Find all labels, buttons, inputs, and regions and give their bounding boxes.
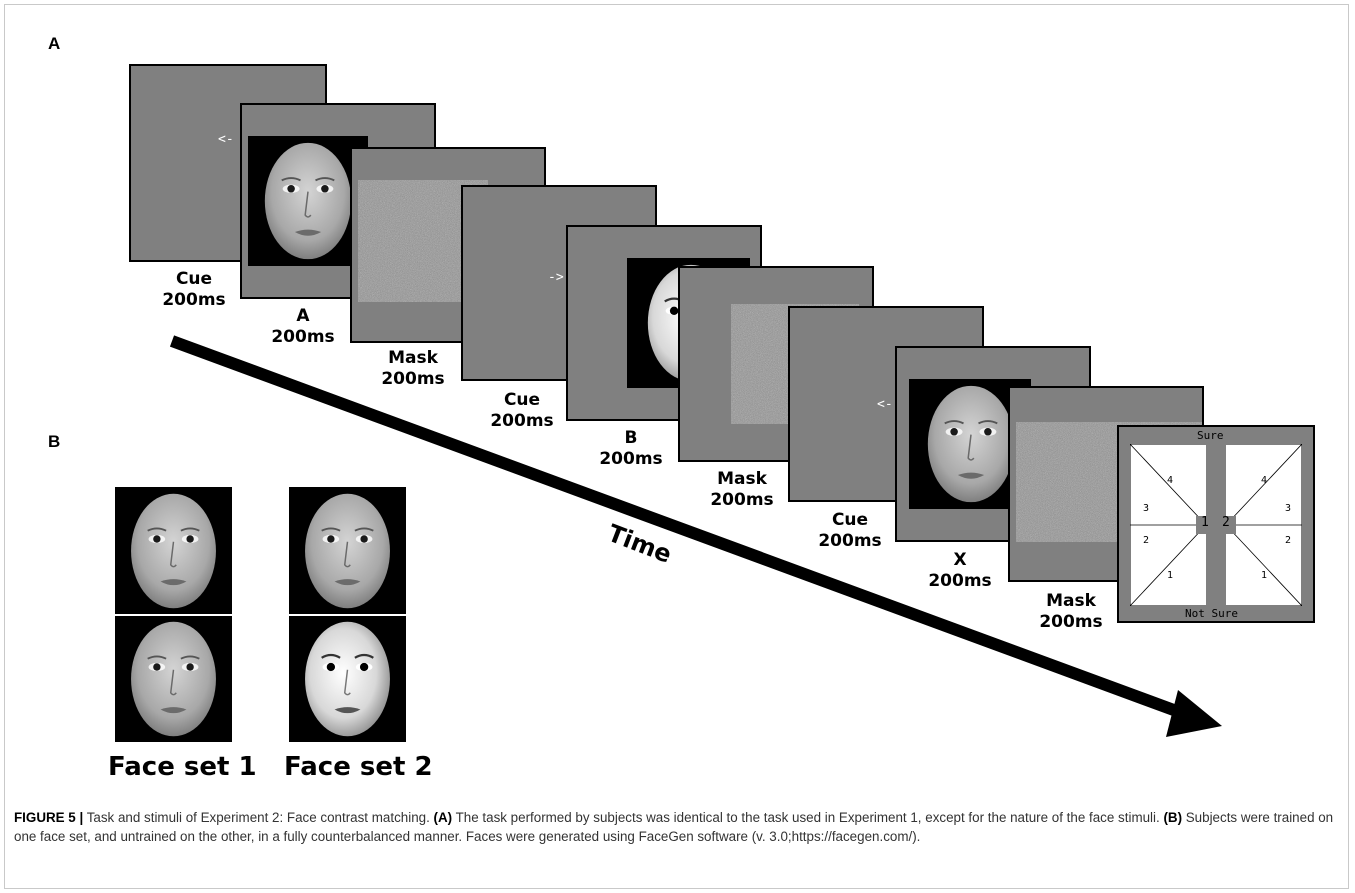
face-set-1-title: Face set 1 — [108, 752, 257, 782]
figure-number: FIGURE 5 | — [14, 810, 84, 825]
face-a-image — [248, 136, 368, 266]
level-1-right: 1 — [1261, 570, 1268, 581]
level-3-left: 3 — [1143, 503, 1150, 514]
face-set-1-top — [115, 487, 232, 614]
response-screen: Sure Not Sure 1 2 4 3 2 1 4 3 2 1 — [1117, 425, 1315, 623]
caption-b-label: (B) — [1163, 810, 1183, 825]
step-label-mask-3: Mask 200ms — [1039, 591, 1103, 632]
sure-label: Sure — [1197, 429, 1224, 442]
step-label-mask-2: Mask 200ms — [710, 469, 774, 510]
panel-a-label: A — [48, 34, 61, 53]
face-set-2-bottom — [289, 616, 406, 742]
level-4-left: 4 — [1167, 475, 1174, 486]
confidence-grid — [1130, 444, 1302, 606]
panel-b-label: B — [48, 432, 61, 451]
choice-2-label: 2 — [1222, 515, 1230, 530]
face-set-2-title: Face set 2 — [284, 752, 433, 782]
left-arrow-cue: <- — [218, 132, 234, 147]
right-arrow-cue: -> — [548, 270, 564, 285]
level-3-right: 3 — [1285, 503, 1292, 514]
step-label-cue-1: Cue 200ms — [162, 269, 226, 310]
caption-text-2: The task performed by subjects was ident… — [452, 810, 1164, 825]
level-2-right: 2 — [1285, 535, 1292, 546]
left-arrow-cue: <- — [877, 397, 893, 412]
step-label-face-b: B 200ms — [599, 428, 663, 469]
step-label-cue-3: Cue 200ms — [818, 510, 882, 551]
step-label-face-a: A 200ms — [271, 306, 335, 347]
step-label-mask-1: Mask 200ms — [381, 348, 445, 389]
caption-text-1: Task and stimuli of Experiment 2: Face c… — [83, 810, 434, 825]
level-2-left: 2 — [1143, 535, 1150, 546]
caption-text-3: Subjects were trained on one face set, a… — [14, 810, 1334, 844]
level-1-left: 1 — [1167, 570, 1174, 581]
face-set-2-top — [289, 487, 406, 614]
face-set-1-bottom — [115, 616, 232, 742]
step-label-cue-2: Cue 200ms — [490, 390, 554, 431]
not-sure-label: Not Sure — [1185, 607, 1238, 620]
choice-1-label: 1 — [1201, 515, 1209, 530]
figure-caption: FIGURE 5 | Task and stimuli of Experimen… — [14, 808, 1339, 846]
figure-frame — [4, 4, 1349, 889]
level-4-right: 4 — [1261, 475, 1268, 486]
caption-a-label: (A) — [433, 810, 453, 825]
step-label-face-x: X 200ms — [928, 550, 992, 591]
